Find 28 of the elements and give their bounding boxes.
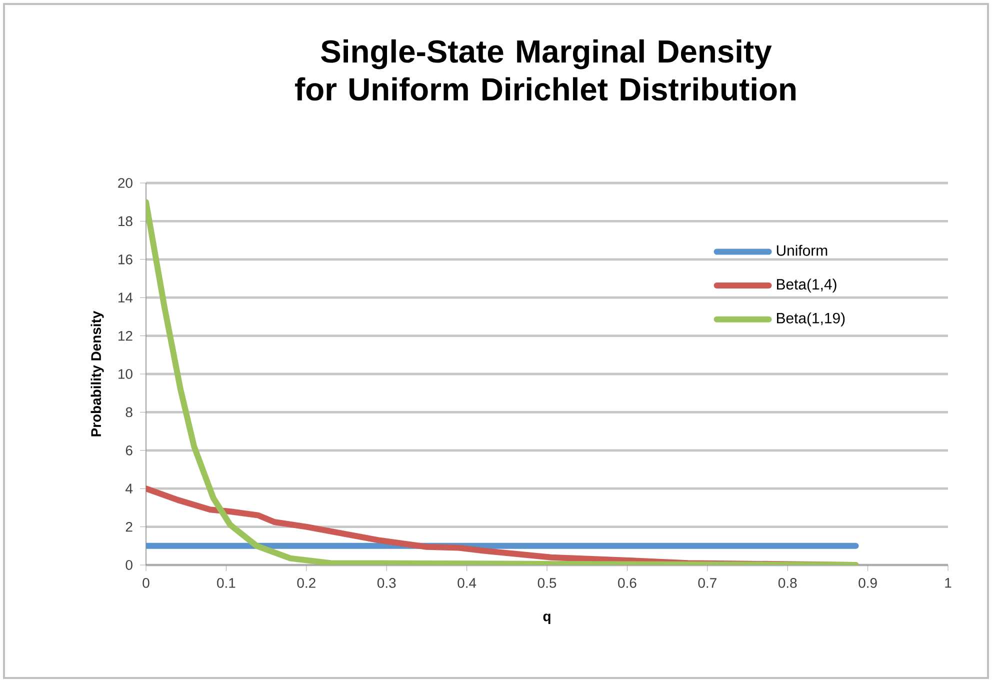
x-tick-label: 0.3: [377, 578, 396, 588]
legend-label: Beta(1,4): [776, 278, 836, 293]
y-tick-label: 18: [118, 216, 132, 226]
y-tick-label: 2: [126, 522, 132, 532]
chart-title: Single-State Marginal Density for Uniform Dirichlet Distribution: [295, 39, 796, 101]
y-tick-label: 6: [126, 445, 132, 456]
y-axis-title: Probability Density: [90, 310, 104, 436]
y-tick-label: 16: [118, 254, 132, 264]
x-tick-label: 0.4: [458, 578, 476, 588]
x-axis-title: q: [543, 614, 550, 624]
y-tick-label: 8: [126, 407, 132, 418]
y-tick-label: 4: [126, 484, 133, 494]
x-tick-label: 0.2: [297, 578, 316, 588]
x-tick-label: 0.9: [858, 578, 877, 588]
legend-label: Uniform: [776, 244, 828, 256]
y-tick-label: 14: [118, 292, 133, 302]
x-tick-label: 0.5: [538, 578, 556, 588]
y-tick-label: 10: [118, 369, 132, 379]
x-tick-label: 0.8: [778, 578, 797, 588]
x-tick-label: 1: [945, 578, 952, 588]
x-tick-label: 0.7: [698, 578, 716, 588]
y-tick-label: 12: [118, 330, 132, 341]
x-tick-label: 0: [142, 578, 150, 588]
legend-label: Beta(1,19): [776, 312, 845, 326]
x-tick-label: 0.6: [618, 578, 636, 588]
y-tick-label: 0: [126, 560, 132, 570]
x-tick-label: 0.1: [217, 578, 236, 588]
y-tick-label: 20: [118, 178, 132, 188]
